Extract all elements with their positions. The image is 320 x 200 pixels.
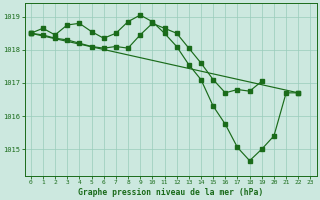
X-axis label: Graphe pression niveau de la mer (hPa): Graphe pression niveau de la mer (hPa) (78, 188, 263, 197)
